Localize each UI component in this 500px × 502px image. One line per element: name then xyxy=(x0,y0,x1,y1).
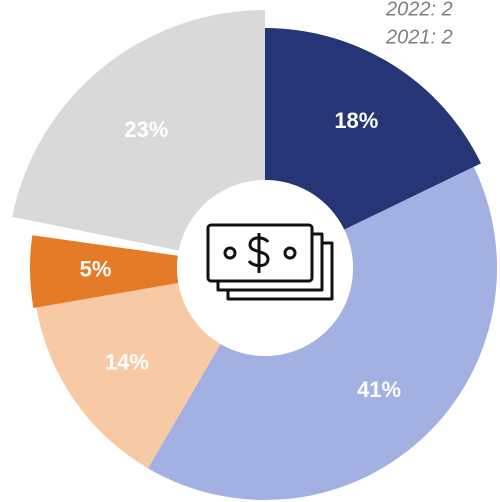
slice-label: 23% xyxy=(124,117,168,142)
slice xyxy=(265,28,482,230)
slice-label: 41% xyxy=(357,377,401,402)
slices xyxy=(12,10,498,501)
money-icon xyxy=(206,223,334,301)
slice xyxy=(147,166,498,501)
donut-hole xyxy=(177,180,353,356)
slice-label: 5% xyxy=(80,256,112,281)
note: 2022: 2 xyxy=(385,0,453,20)
slice xyxy=(36,282,221,469)
slice xyxy=(29,235,179,309)
note: 2021: 2 xyxy=(385,26,453,48)
slice-label: 14% xyxy=(105,350,149,375)
slice-label: 18% xyxy=(334,108,378,133)
slice xyxy=(12,10,265,251)
